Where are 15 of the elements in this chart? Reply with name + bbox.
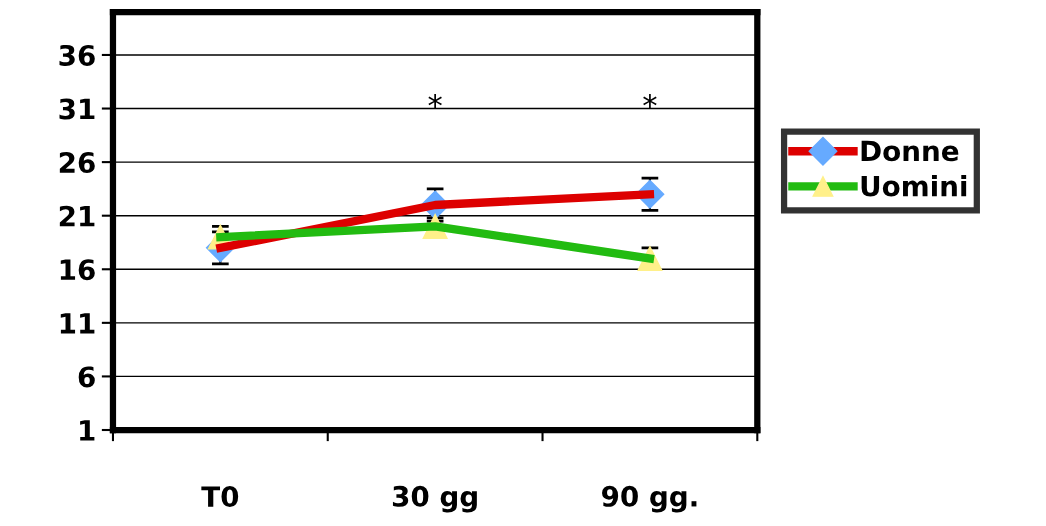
y-tick-label: 6 <box>78 366 95 388</box>
x-tick-label: 90 gg. <box>602 485 697 513</box>
y-tick-label: 31 <box>59 98 95 120</box>
y-tick-label: 21 <box>59 205 95 227</box>
annotation: * <box>643 93 657 108</box>
y-tick-label: 1 <box>80 420 95 441</box>
y-tick-label: 16 <box>60 259 95 281</box>
y-tick-label: 11 <box>60 313 95 334</box>
y-tick-label: 26 <box>59 152 95 174</box>
legend-label: Uomini <box>861 175 967 197</box>
y-tick-label: 36 <box>59 44 95 66</box>
x-tick-label: 30 gg <box>392 485 477 513</box>
annotation: * <box>428 93 442 108</box>
legend-label: Donne <box>861 140 959 162</box>
x-tick-label: T0 <box>201 486 239 508</box>
